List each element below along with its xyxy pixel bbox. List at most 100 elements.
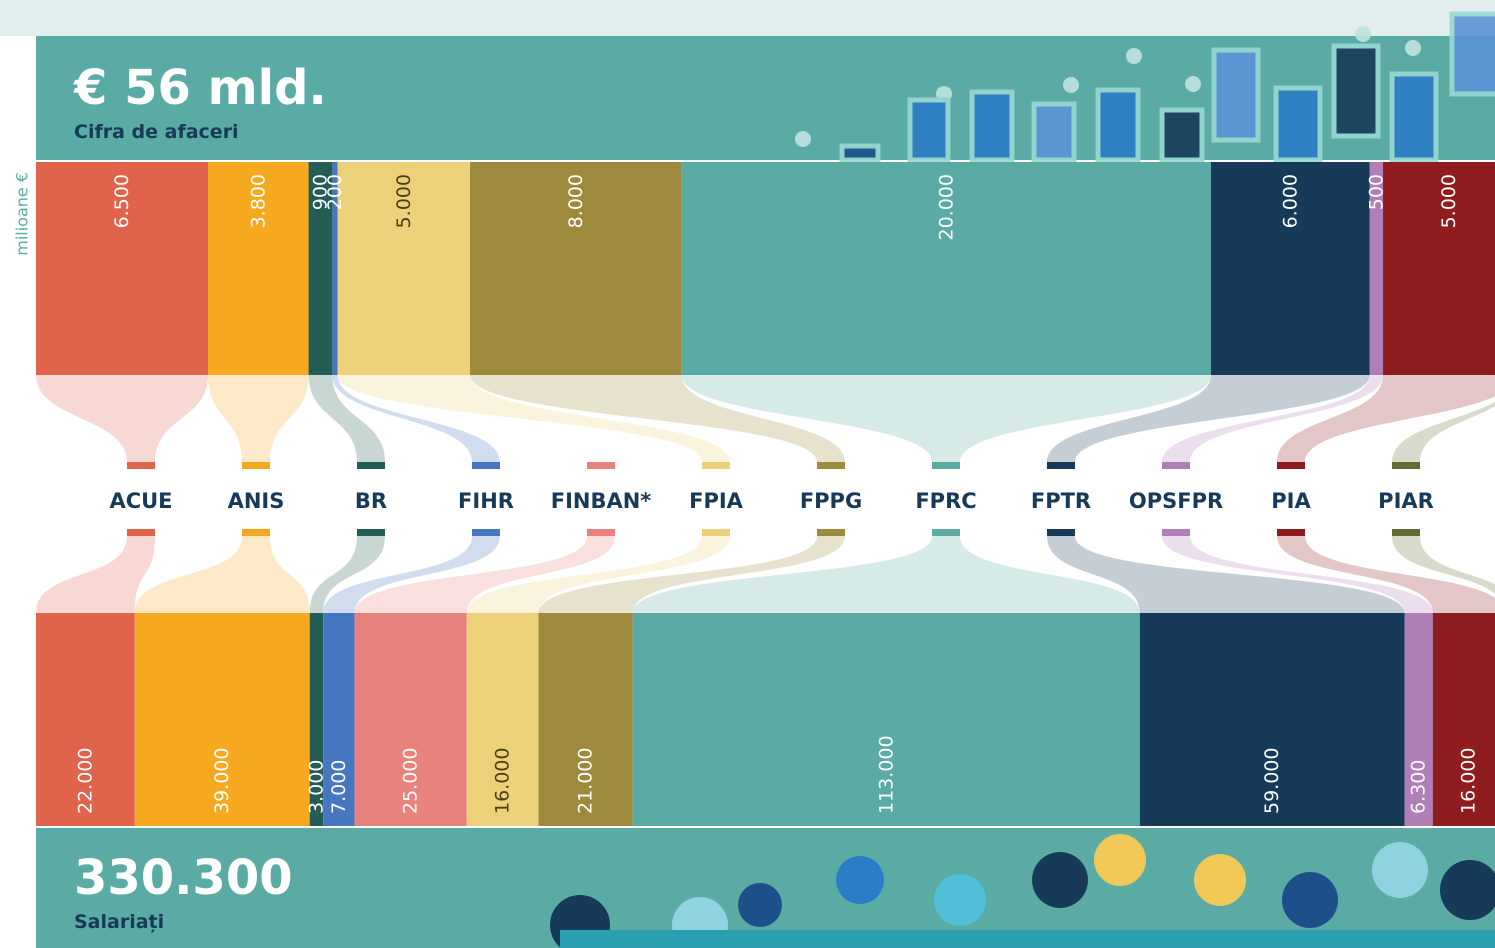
flow — [1277, 536, 1495, 613]
node-marker — [817, 529, 845, 536]
bar-segment — [36, 613, 135, 826]
bar-segment — [538, 613, 633, 826]
node-marker — [1277, 529, 1305, 536]
flow — [36, 536, 155, 613]
category-label: FINBAN* — [551, 489, 652, 513]
category-label: FPIA — [689, 489, 744, 513]
people-illustration — [550, 834, 1495, 948]
node-marker — [357, 462, 385, 469]
flow — [36, 375, 209, 462]
category-label: ACUE — [109, 489, 172, 513]
value-label: 16.000 — [1458, 748, 1480, 814]
bar-segment — [323, 613, 355, 826]
bar-segment — [308, 162, 333, 375]
node-marker — [817, 462, 845, 469]
category-label: OPSFPR — [1129, 489, 1223, 513]
bar-segment — [632, 613, 1140, 826]
flow — [681, 375, 1212, 462]
bar-segment — [1383, 162, 1495, 375]
flow — [1162, 536, 1433, 613]
flow — [1277, 375, 1495, 462]
value-label: 5.000 — [393, 174, 415, 228]
segments — [36, 162, 1495, 826]
value-label: 3.800 — [247, 174, 269, 228]
category-label: FPPG — [800, 489, 862, 513]
value-label: 500 — [1365, 174, 1387, 210]
value-label: 21.000 — [575, 748, 597, 814]
node-marker — [357, 529, 385, 536]
node-marker — [1162, 529, 1190, 536]
flow — [354, 536, 615, 613]
bar-segment — [337, 162, 471, 375]
category-label: ANIS — [228, 489, 285, 513]
employees-subtitle: Salariați — [74, 911, 164, 933]
value-label: 6.000 — [1279, 174, 1301, 228]
flow — [337, 375, 730, 462]
value-label: 7.000 — [328, 760, 350, 814]
flow — [1047, 536, 1405, 613]
flow — [332, 375, 500, 462]
flow — [1392, 536, 1495, 595]
node-marker — [127, 462, 155, 469]
category-label: FIHR — [458, 489, 514, 513]
category-label: PIA — [1271, 489, 1311, 513]
flow — [470, 375, 845, 462]
flow — [538, 536, 845, 613]
category-label: FPRC — [915, 489, 976, 513]
employees-title: 330.300 — [74, 850, 293, 906]
bar-segment — [470, 162, 682, 375]
node-marker — [587, 529, 615, 536]
flow — [323, 536, 500, 613]
value-label: 16.000 — [492, 748, 514, 814]
node-marker — [932, 529, 960, 536]
money-illustration — [795, 11, 1495, 163]
flow — [134, 536, 310, 613]
flow — [308, 375, 385, 462]
node-marker — [242, 462, 270, 469]
node-marker — [127, 529, 155, 536]
bar-segment — [134, 613, 310, 826]
node-marker — [472, 462, 500, 469]
value-label: 25.000 — [400, 748, 422, 814]
value-label: 39.000 — [211, 748, 233, 814]
bar-segment — [309, 613, 324, 826]
bar-segment — [1211, 162, 1370, 375]
node-marker — [702, 462, 730, 469]
node-marker — [702, 529, 730, 536]
bar-segment — [1369, 162, 1384, 375]
node-marker — [242, 529, 270, 536]
bar-segment — [354, 613, 467, 826]
bar-segment — [1139, 613, 1405, 826]
value-label: 6.500 — [111, 174, 133, 228]
top-strip — [0, 0, 1495, 36]
flow — [208, 375, 309, 462]
node-marker — [1392, 529, 1420, 536]
value-label: 20.000 — [935, 174, 957, 240]
flow — [1392, 401, 1495, 462]
node-marker — [1047, 529, 1075, 536]
node-marker — [472, 529, 500, 536]
flow — [309, 536, 385, 613]
bar-segment — [332, 162, 338, 375]
bar-segment — [36, 162, 209, 375]
category-label: PIAR — [1378, 489, 1434, 513]
bar-segment — [1432, 613, 1495, 826]
bar-segment — [1404, 613, 1433, 826]
bar-segment — [466, 613, 539, 826]
category-label: BR — [355, 489, 387, 513]
flow — [1047, 375, 1370, 462]
y-axis-label: milioane € — [13, 172, 32, 256]
node-marker — [1392, 462, 1420, 469]
bar-segment — [208, 162, 309, 375]
node-marker — [587, 462, 615, 469]
node-marker — [932, 462, 960, 469]
value-label: 6.300 — [1408, 760, 1430, 814]
value-label: 113.000 — [875, 735, 897, 814]
flow — [1162, 375, 1384, 462]
flow — [466, 536, 730, 613]
bar-segment — [681, 162, 1212, 375]
value-label: 59.000 — [1261, 748, 1283, 814]
value-label: 5.000 — [1438, 174, 1460, 228]
